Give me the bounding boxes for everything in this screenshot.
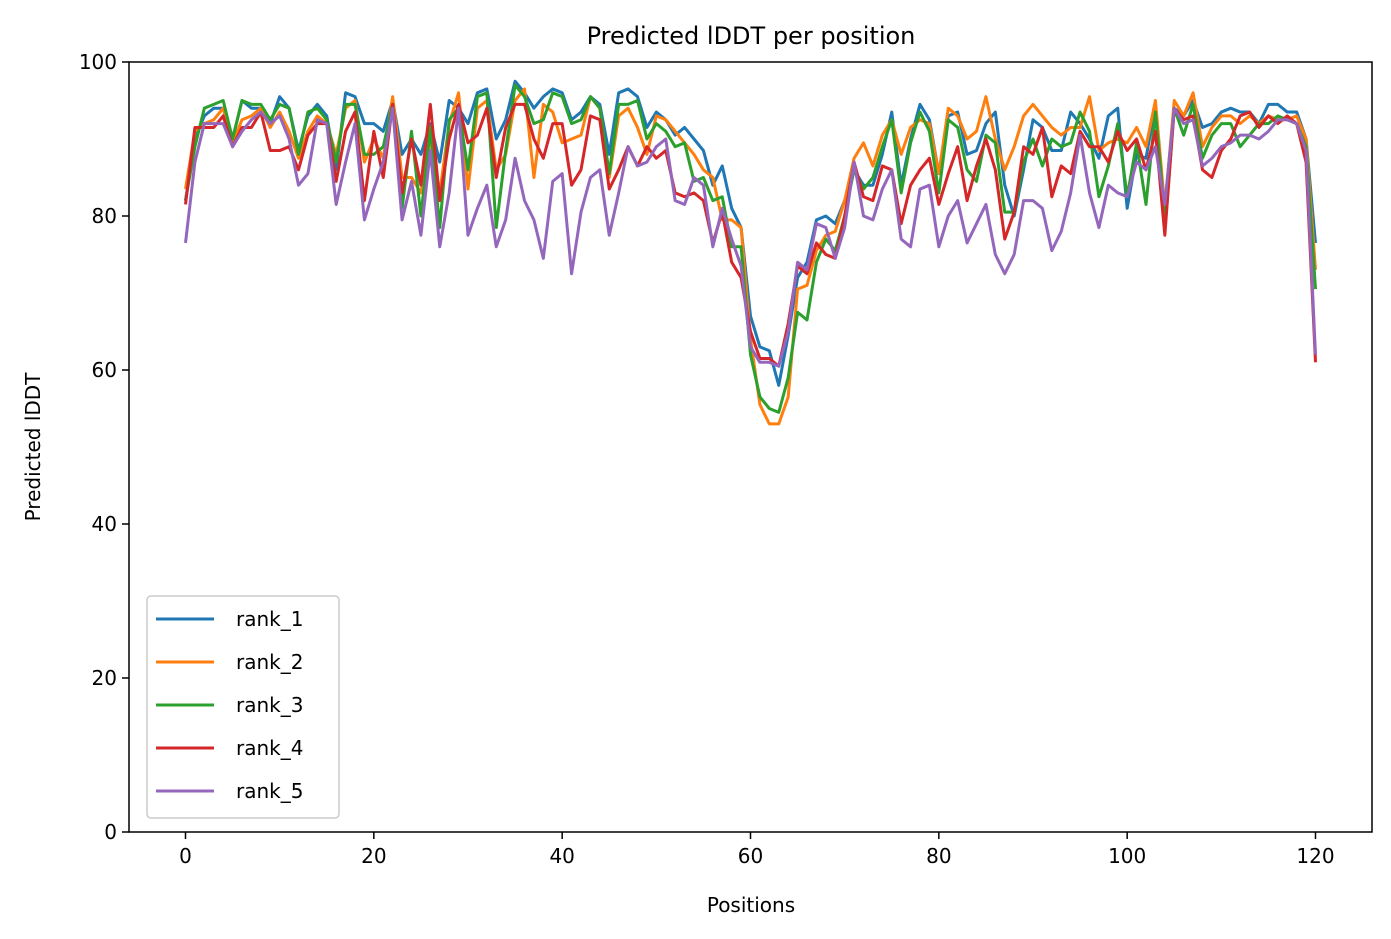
- series-line-rank-5: [184, 106, 1317, 368]
- y-tick-label: 0: [104, 820, 117, 844]
- legend-label-rank-3: rank_3: [236, 693, 303, 717]
- y-axis-label: Predicted lDDT: [21, 372, 45, 522]
- x-tick-label: 120: [1296, 844, 1334, 868]
- y-axis-ticks: 0 20 40 60 80 100: [79, 50, 129, 844]
- x-tick-label: 40: [549, 844, 574, 868]
- legend-label-rank-4: rank_4: [236, 736, 303, 760]
- legend: rank_1 rank_2 rank_3 rank_4 rank_5: [146, 595, 340, 819]
- x-axis-ticks: 0 20 40 60 80 100 120: [179, 832, 1335, 868]
- x-tick-label: 100: [1108, 844, 1146, 868]
- y-tick-label: 80: [92, 204, 117, 228]
- y-tick-label: 60: [92, 358, 117, 382]
- x-tick-label: 60: [738, 844, 763, 868]
- series-line-rank-4: [184, 102, 1317, 368]
- legend-label-rank-1: rank_1: [236, 607, 303, 631]
- x-tick-label: 20: [361, 844, 386, 868]
- x-axis-label: Positions: [707, 893, 795, 917]
- y-tick-label: 100: [79, 50, 117, 74]
- chart-title: Predicted lDDT per position: [587, 22, 916, 50]
- x-tick-label: 0: [179, 844, 192, 868]
- y-tick-label: 40: [92, 512, 117, 536]
- y-tick-label: 20: [92, 666, 117, 690]
- legend-label-rank-5: rank_5: [236, 779, 303, 803]
- legend-label-rank-2: rank_2: [236, 650, 303, 674]
- series-line-rank-1: [184, 79, 1317, 387]
- legend-box: [146, 595, 340, 819]
- x-tick-label: 80: [926, 844, 951, 868]
- plot-lines: [184, 79, 1317, 426]
